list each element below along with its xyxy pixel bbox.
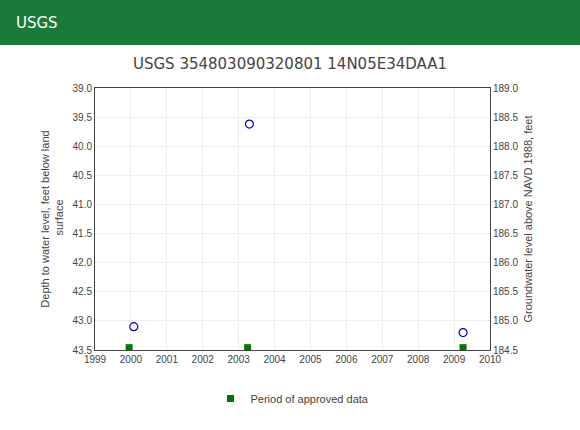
svg-text:39.0: 39.0 xyxy=(73,83,93,94)
svg-text:2002: 2002 xyxy=(192,354,215,365)
svg-text:186.0: 186.0 xyxy=(493,257,518,268)
svg-text:185.5: 185.5 xyxy=(493,286,518,297)
svg-text:Period of approved data: Period of approved data xyxy=(251,393,369,405)
svg-text:2000: 2000 xyxy=(120,354,143,365)
svg-text:40.0: 40.0 xyxy=(73,141,93,152)
svg-text:2003: 2003 xyxy=(228,354,251,365)
svg-text:187.5: 187.5 xyxy=(493,170,518,181)
svg-text:2007: 2007 xyxy=(371,354,394,365)
svg-text:2010: 2010 xyxy=(479,354,502,365)
svg-text:2008: 2008 xyxy=(407,354,430,365)
svg-text:2001: 2001 xyxy=(156,354,179,365)
svg-text:42.0: 42.0 xyxy=(73,257,93,268)
svg-text:186.5: 186.5 xyxy=(493,228,518,239)
svg-text:188.5: 188.5 xyxy=(493,112,518,123)
svg-text:184.5: 184.5 xyxy=(493,345,518,356)
svg-text:41.0: 41.0 xyxy=(73,199,93,210)
svg-text:1999: 1999 xyxy=(84,354,107,365)
svg-text:Depth to water level, feet bel: Depth to water level, feet below land su… xyxy=(39,130,65,307)
svg-text:2004: 2004 xyxy=(263,354,286,365)
svg-text:43.0: 43.0 xyxy=(73,315,93,326)
svg-text:USGS: USGS xyxy=(16,14,58,32)
svg-text:2005: 2005 xyxy=(299,354,322,365)
svg-text:Groundwater level above NAVD 1: Groundwater level above NAVD 1988, feet xyxy=(522,115,534,322)
svg-text:2006: 2006 xyxy=(335,354,358,365)
svg-text:185.0: 185.0 xyxy=(493,315,518,326)
svg-text:42.5: 42.5 xyxy=(73,286,93,297)
svg-text:188.0: 188.0 xyxy=(493,141,518,152)
svg-text:189.0: 189.0 xyxy=(493,83,518,94)
svg-text:39.5: 39.5 xyxy=(73,112,93,123)
svg-text:187.0: 187.0 xyxy=(493,199,518,210)
svg-text:40.5: 40.5 xyxy=(73,170,93,181)
svg-text:2009: 2009 xyxy=(443,354,466,365)
svg-text:USGS 354803090320801 14N05E34D: USGS 354803090320801 14N05E34DAA1 xyxy=(133,55,447,73)
svg-text:43.5: 43.5 xyxy=(73,345,93,356)
svg-text:41.5: 41.5 xyxy=(73,228,93,239)
